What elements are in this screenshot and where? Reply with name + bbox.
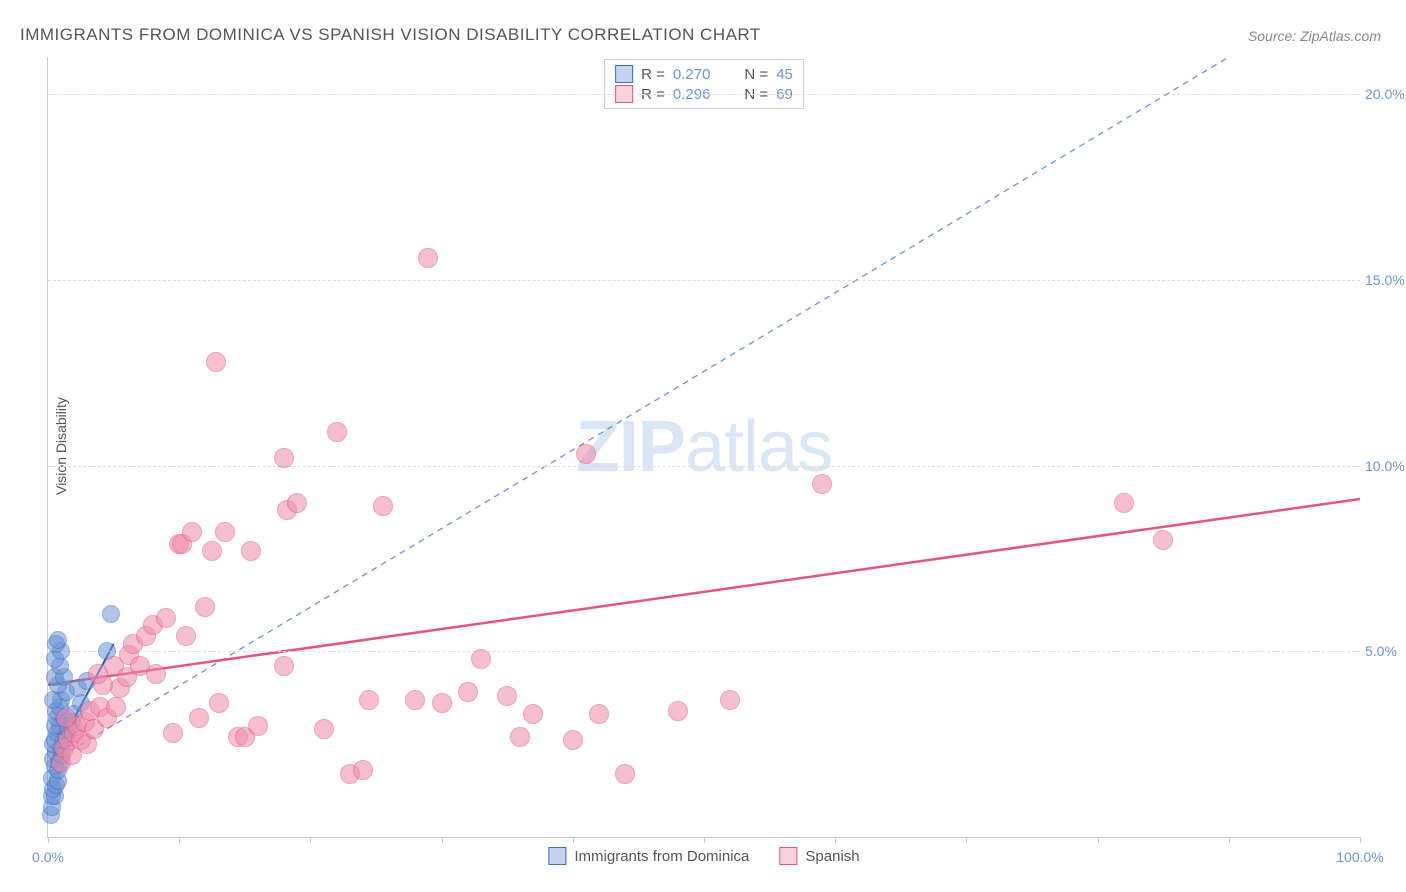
stat-r-value: 0.270 <box>673 66 711 83</box>
scatter-point <box>106 697 126 717</box>
x-tick <box>835 837 836 843</box>
x-tick <box>179 837 180 843</box>
stats-legend-box: R = 0.270N = 45R = 0.296N = 69 <box>604 59 804 109</box>
scatter-point <box>49 631 67 649</box>
gridline <box>48 94 1360 95</box>
scatter-point <box>812 474 832 494</box>
scatter-point <box>510 727 530 747</box>
y-tick-label: 20.0% <box>1365 86 1406 102</box>
x-tick <box>1229 837 1230 843</box>
legend-swatch <box>779 847 797 865</box>
scatter-point <box>523 704 543 724</box>
scatter-point <box>274 656 294 676</box>
scatter-point <box>576 444 596 464</box>
legend-swatch <box>615 65 633 83</box>
scatter-point <box>314 719 334 739</box>
chart-title: IMMIGRANTS FROM DOMINICA VS SPANISH VISI… <box>20 25 761 45</box>
bottom-legend: Immigrants from Dominica Spanish <box>548 847 859 865</box>
stat-n-label: N = <box>744 66 768 83</box>
scatter-point <box>163 723 183 743</box>
scatter-point <box>248 716 268 736</box>
stat-n-value: 45 <box>776 66 793 83</box>
scatter-point <box>215 522 235 542</box>
scatter-point <box>202 541 222 561</box>
x-tick <box>573 837 574 843</box>
scatter-point <box>176 626 196 646</box>
scatter-point <box>327 422 347 442</box>
scatter-point <box>206 352 226 372</box>
plot-area: ZIPatlas R = 0.270N = 45R = 0.296N = 69 … <box>47 57 1360 838</box>
source-credit: Source: ZipAtlas.com <box>1248 28 1381 44</box>
x-tick <box>442 837 443 843</box>
scatter-point <box>563 730 583 750</box>
scatter-point <box>146 664 166 684</box>
legend-item: Immigrants from Dominica <box>548 847 749 865</box>
scatter-point <box>589 704 609 724</box>
scatter-point <box>274 448 294 468</box>
x-tick <box>1360 837 1361 843</box>
x-tick <box>966 837 967 843</box>
scatter-point <box>102 605 120 623</box>
scatter-point <box>668 701 688 721</box>
legend-item: Spanish <box>779 847 859 865</box>
scatter-point <box>432 693 452 713</box>
gridline <box>48 466 1360 467</box>
scatter-point <box>56 708 76 728</box>
scatter-point <box>353 760 373 780</box>
scatter-point <box>1114 493 1134 513</box>
scatter-point <box>373 496 393 516</box>
scatter-point <box>405 690 425 710</box>
scatter-point <box>458 682 478 702</box>
x-tick <box>310 837 311 843</box>
legend-swatch <box>548 847 566 865</box>
scatter-point <box>497 686 517 706</box>
x-tick-label: 0.0% <box>32 849 64 865</box>
gridline <box>48 280 1360 281</box>
scatter-point <box>359 690 379 710</box>
legend-label: Spanish <box>805 848 859 865</box>
y-tick-label: 5.0% <box>1365 643 1406 659</box>
scatter-point <box>189 708 209 728</box>
scatter-point <box>209 693 229 713</box>
stats-row: R = 0.270 N = 45 <box>615 64 793 84</box>
scatter-point <box>182 522 202 542</box>
y-tick-label: 10.0% <box>1365 458 1406 474</box>
legend-label: Immigrants from Dominica <box>574 848 749 865</box>
scatter-point <box>287 493 307 513</box>
scatter-point <box>418 248 438 268</box>
gridline <box>48 651 1360 652</box>
x-tick-label: 100.0% <box>1336 849 1383 865</box>
x-tick <box>48 837 49 843</box>
x-tick <box>704 837 705 843</box>
scatter-point <box>471 649 491 669</box>
y-tick-label: 15.0% <box>1365 272 1406 288</box>
scatter-point <box>195 597 215 617</box>
scatter-point <box>88 664 108 684</box>
scatter-point <box>241 541 261 561</box>
stat-r-label: R = <box>641 66 665 83</box>
x-tick <box>1098 837 1099 843</box>
scatter-point <box>156 608 176 628</box>
scatter-point <box>1153 530 1173 550</box>
trend-lines-layer <box>48 57 1360 837</box>
scatter-point <box>720 690 740 710</box>
scatter-point <box>615 764 635 784</box>
